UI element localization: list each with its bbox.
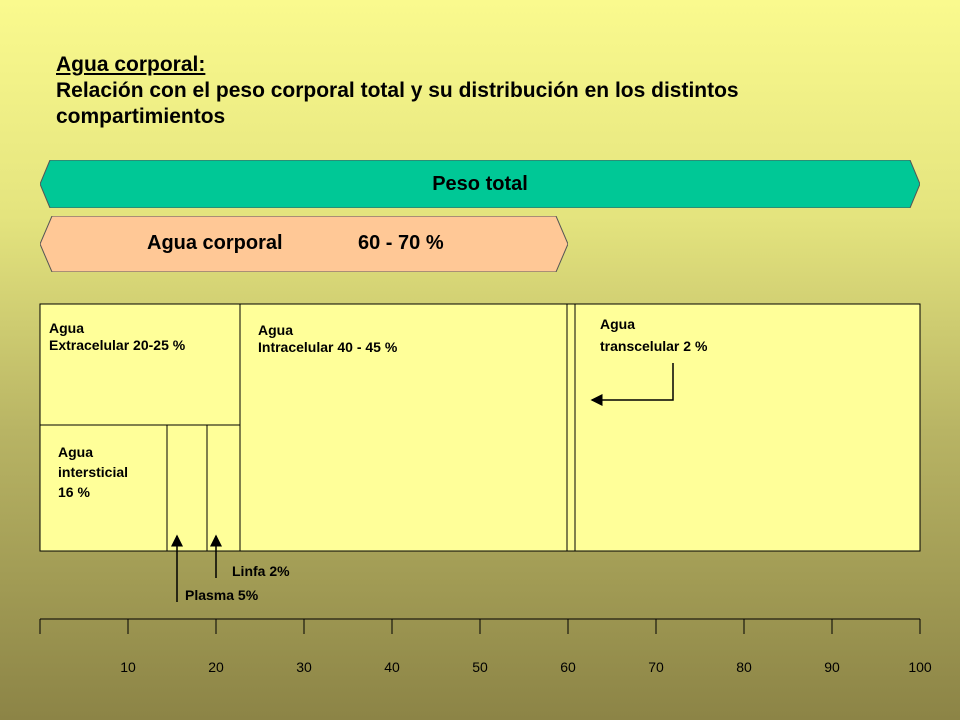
label-transcelular: Agua transcelular 2 %: [600, 316, 708, 354]
agua-corporal-value: 60 - 70 %: [358, 232, 444, 254]
scale-tick-label: 70: [648, 659, 664, 675]
scale-tick-label: 80: [736, 659, 752, 675]
label-plasma: Plasma 5%: [185, 587, 259, 603]
peso-total-band: Peso total: [40, 160, 920, 208]
peso-total-label: Peso total: [432, 173, 528, 195]
compartments-outer-box: [39, 303, 921, 552]
peso-total-shape: [40, 160, 920, 208]
scale-tick-label: 60: [560, 659, 576, 675]
transcelular-arrow: [590, 363, 674, 406]
label-extracelular: Agua Extracelular 20-25 %: [49, 320, 186, 353]
agua-corporal-shape: [40, 216, 568, 272]
agua-corporal-band: Agua corporal 60 - 70 %: [40, 216, 568, 272]
title: Agua corporal: Relación con el peso corp…: [56, 52, 876, 130]
title-line-2: Relación con el peso corporal total y su…: [56, 79, 739, 128]
label-intersticial: Agua intersticial 16 %: [58, 444, 129, 500]
scale-tick-label: 50: [472, 659, 488, 675]
agua-corporal-label: Agua corporal: [147, 232, 283, 254]
scale-tick-label: 10: [120, 659, 136, 675]
label-linfa: Linfa 2%: [232, 563, 290, 579]
title-line-1: Agua corporal:: [56, 53, 206, 76]
scale-tick-label: 90: [824, 659, 840, 675]
scale-tick-label: 20: [208, 659, 224, 675]
scale-tick-label: 100: [908, 659, 932, 675]
label-intracelular: Agua Intracelular 40 - 45 %: [258, 322, 398, 355]
scale-tick-label: 30: [296, 659, 312, 675]
scale-ticks: [39, 619, 921, 634]
scale-tick-label: 40: [384, 659, 400, 675]
